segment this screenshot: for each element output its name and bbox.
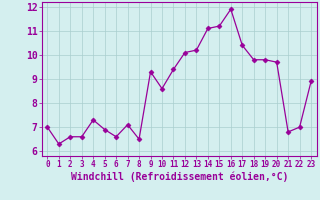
X-axis label: Windchill (Refroidissement éolien,°C): Windchill (Refroidissement éolien,°C) xyxy=(70,172,288,182)
